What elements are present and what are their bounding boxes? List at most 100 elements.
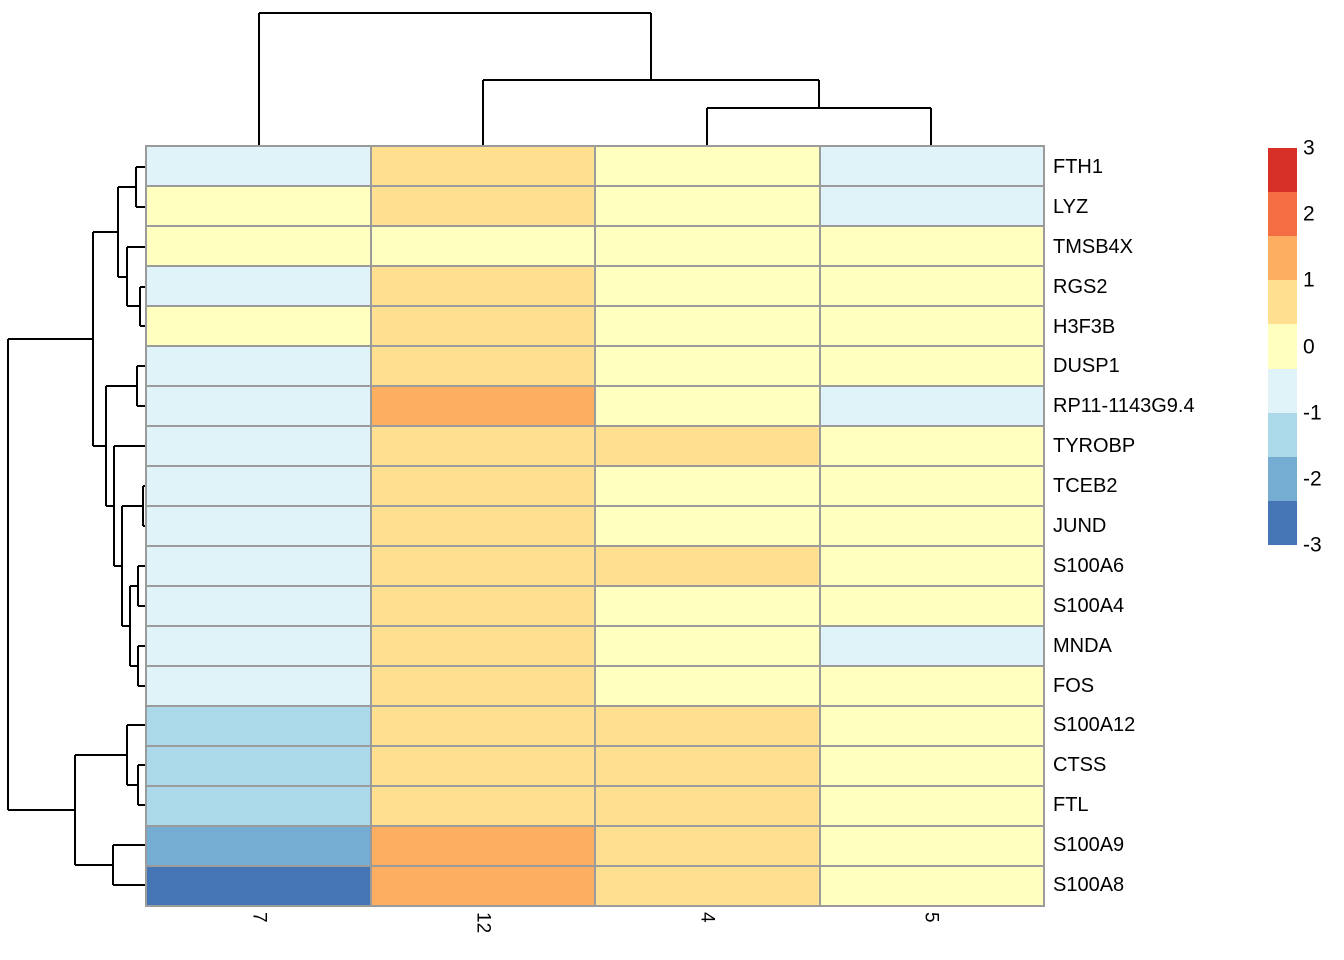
- column-label-12: 12: [472, 912, 494, 934]
- heatmap-cell-S100A4-4: [596, 587, 819, 625]
- column-label-7: 7: [248, 912, 270, 923]
- heatmap-cell-S100A4-7: [147, 587, 370, 625]
- heatmap-cell-S100A12-4: [596, 707, 819, 745]
- heatmap-cell-S100A6-7: [147, 547, 370, 585]
- heatmap-cell-RP11-1143G9.4-4: [596, 387, 819, 425]
- heatmap-cell-JUND-12: [371, 507, 594, 545]
- heatmap-cell-TCEB2-12: [371, 467, 594, 505]
- heatmap-cell-FTH1-4: [596, 147, 819, 185]
- legend-color-block: [1268, 500, 1297, 546]
- heatmap-cell-JUND-5: [820, 507, 1043, 545]
- heatmap-cell-LYZ-4: [596, 187, 819, 225]
- heatmap-cell-RGS2-7: [147, 267, 370, 305]
- row-label-S100A8: S100A8: [1053, 874, 1125, 897]
- heatmap-cell-FTL-7: [147, 787, 370, 825]
- heatmap-cell-S100A6-4: [596, 547, 819, 585]
- heatmap-cell-S100A4-5: [820, 587, 1043, 625]
- row-label-FTL: FTL: [1053, 794, 1089, 817]
- heatmap-cell-RP11-1143G9.4-5: [820, 387, 1043, 425]
- heatmap-cell-CTSS-7: [147, 747, 370, 785]
- row-label-JUND: JUND: [1053, 515, 1107, 537]
- heatmap-cell-TCEB2-7: [147, 467, 370, 505]
- heatmap-cell-FTL-12: [371, 787, 594, 825]
- heatmap-cell-CTSS-4: [596, 747, 819, 785]
- heatmap-cell-TYROBP-4: [596, 427, 819, 465]
- heatmap-cell-FTL-5: [820, 787, 1043, 825]
- heatmap-cell-S100A12-12: [371, 707, 594, 745]
- row-label-S100A12: S100A12: [1053, 714, 1136, 737]
- heatmap-cell-TYROBP-7: [147, 427, 370, 465]
- heatmap-cell-RP11-1143G9.4-12: [371, 387, 594, 425]
- heatmap-cell-FOS-12: [371, 667, 594, 705]
- heatmap-cell-S100A8-5: [820, 867, 1043, 905]
- row-label-MNDA: MNDA: [1053, 634, 1112, 657]
- row-label-S100A4: S100A4: [1053, 594, 1125, 617]
- heatmap-cell-TMSB4X-7: [147, 227, 370, 265]
- legend-tick-label-0: 0: [1303, 335, 1315, 358]
- row-label-S100A9: S100A9: [1053, 834, 1125, 857]
- heatmap-cell-TYROBP-12: [371, 427, 594, 465]
- row-label-TMSB4X: TMSB4X: [1053, 235, 1134, 258]
- heatmap-cell-S100A6-12: [371, 547, 594, 585]
- heatmap-cell-S100A9-12: [371, 827, 594, 865]
- heatmap-cell-LYZ-5: [820, 187, 1043, 225]
- heatmap-cell-H3F3B-5: [820, 307, 1043, 345]
- heatmap-cell-RP11-1143G9.4-7: [147, 387, 370, 425]
- column-label-5: 5: [920, 912, 942, 923]
- heatmap-cell-S100A6-5: [820, 547, 1043, 585]
- heatmap-cell-H3F3B-12: [371, 307, 594, 345]
- row-label-TCEB2: TCEB2: [1053, 475, 1118, 498]
- heatmap-cell-RGS2-5: [820, 267, 1043, 305]
- row-label-DUSP1: DUSP1: [1053, 355, 1120, 378]
- heatmap-cell-DUSP1-5: [820, 347, 1043, 385]
- row-label-FOS: FOS: [1053, 674, 1095, 697]
- row-label-FTH1: FTH1: [1053, 155, 1103, 178]
- heatmap-cell-DUSP1-7: [147, 347, 370, 385]
- heatmap-cell-FOS-4: [596, 667, 819, 705]
- heatmap-cell-H3F3B-7: [147, 307, 370, 345]
- legend-color-block: [1268, 412, 1297, 458]
- row-label-RGS2: RGS2: [1053, 275, 1108, 298]
- heatmap-cell-S100A4-12: [371, 587, 594, 625]
- heatmap-cell-S100A9-4: [596, 827, 819, 865]
- heatmap-cell-MNDA-4: [596, 627, 819, 665]
- legend-tick-label--3: -3: [1303, 533, 1322, 557]
- legend-tick-label--2: -2: [1303, 467, 1322, 491]
- heatmap-cell-RGS2-12: [371, 267, 594, 305]
- row-label-H3F3B: H3F3B: [1053, 315, 1116, 338]
- heatmap-cell-MNDA-7: [147, 627, 370, 665]
- heatmap-cell-MNDA-12: [371, 627, 594, 665]
- heatmap-cell-CTSS-12: [371, 747, 594, 785]
- row-label-TYROBP: TYROBP: [1053, 435, 1136, 458]
- legend-tick-label-1: 1: [1303, 268, 1315, 292]
- heatmap-cell-CTSS-5: [820, 747, 1043, 785]
- heatmap-cell-FTH1-7: [147, 147, 370, 185]
- heatmap-cell-TMSB4X-5: [820, 227, 1043, 265]
- heatmap-cell-S100A9-5: [820, 827, 1043, 865]
- legend-color-block: [1268, 324, 1297, 370]
- heatmap-cell-LYZ-7: [147, 187, 370, 225]
- legend-color-block: [1268, 368, 1297, 414]
- legend-tick-label-3: 3: [1303, 136, 1315, 160]
- heatmap-cell-S100A8-4: [596, 867, 819, 905]
- heatmap-cell-FOS-5: [820, 667, 1043, 705]
- heatmap-cell-TCEB2-5: [820, 467, 1043, 505]
- heatmap-cell-FTL-4: [596, 787, 819, 825]
- row-label-LYZ: LYZ: [1053, 195, 1089, 218]
- heatmap-cell-S100A12-5: [820, 707, 1043, 745]
- heatmap-cell-JUND-4: [596, 507, 819, 545]
- legend-color-block: [1268, 148, 1297, 193]
- heatmap-cell-FOS-7: [147, 667, 370, 705]
- legend-color-block: [1268, 280, 1297, 325]
- legend-color-block: [1268, 456, 1297, 502]
- heatmap-cell-DUSP1-4: [596, 347, 819, 385]
- row-label-S100A6: S100A6: [1053, 554, 1125, 577]
- legend-color-block: [1268, 192, 1297, 237]
- legend-color-block: [1268, 236, 1297, 281]
- heatmap-grid: [145, 145, 1045, 907]
- heatmap-cell-LYZ-12: [371, 187, 594, 225]
- heatmap-cell-S100A8-12: [371, 867, 594, 905]
- heatmap-cell-TCEB2-4: [596, 467, 819, 505]
- legend-tick-label-2: 2: [1303, 202, 1315, 226]
